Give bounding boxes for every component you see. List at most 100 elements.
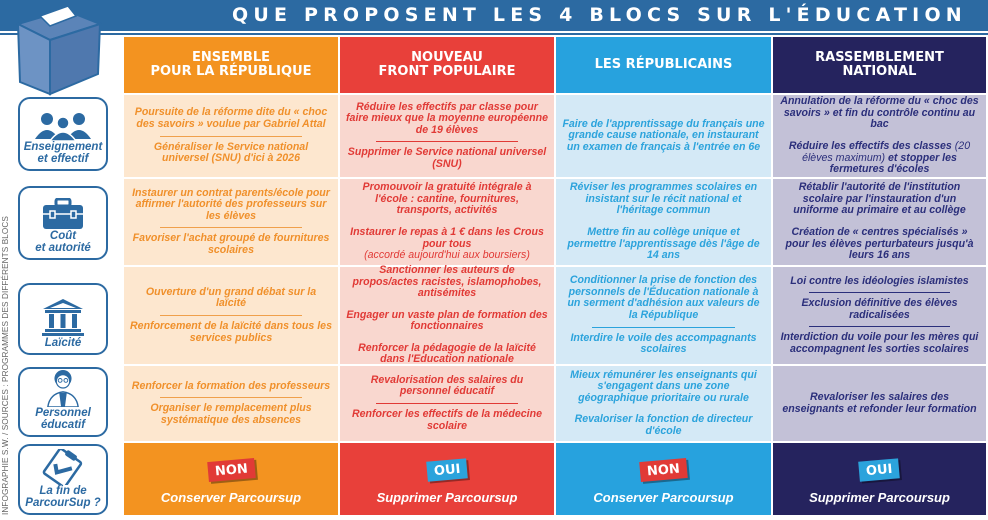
verdict-nfp: OUI Supprimer Parcoursup bbox=[340, 443, 554, 515]
proposal: Poursuite de la réforme dite du « choc d… bbox=[134, 106, 328, 130]
proposal: Renforcer la formation des professeurs bbox=[131, 379, 331, 392]
divider bbox=[809, 292, 950, 294]
proposal: Réduire les effectifs des classes (20 él… bbox=[779, 138, 980, 179]
bloc-name: NATIONAL bbox=[842, 64, 917, 79]
proposal: Supprimer le Service national universel … bbox=[347, 146, 547, 170]
bloc-name: POUR LA RÉPUBLIQUE bbox=[150, 64, 312, 79]
proposal-note: (accordé aujourd'hui aux boursiers) bbox=[364, 249, 530, 262]
ballot-box-icon bbox=[15, 5, 103, 96]
cell-rn-enseignement: Annulation de la réforme du « choc des s… bbox=[773, 95, 986, 177]
stamp-non: NON bbox=[206, 457, 256, 482]
cell-ensemble-personnel: Renforcer la formation des professeurs O… bbox=[124, 366, 338, 441]
theme-cout-autorite: Coût et autorité bbox=[18, 186, 108, 260]
stamp-oui: OUI bbox=[858, 457, 901, 482]
proposal: Organiser le remplacement plus systémati… bbox=[150, 402, 312, 426]
verdict-label: Conserver Parcoursup bbox=[593, 489, 734, 505]
proposal: Annulation de la réforme du « choc des s… bbox=[780, 95, 979, 131]
people-icon bbox=[35, 113, 91, 141]
divider bbox=[376, 403, 518, 404]
cell-nfp-laicite: Sanctionner les auteurs de propos/actes … bbox=[340, 264, 554, 365]
proposal: Conditionner la prise de fonction des pe… bbox=[567, 274, 760, 321]
divider bbox=[592, 326, 735, 328]
proposal: Généraliser le Service national universe… bbox=[153, 140, 309, 165]
theme-personnel: Personnel éducatif bbox=[18, 367, 108, 437]
teacher-icon bbox=[47, 369, 79, 407]
proposal: Promouvoir la gratuité intégrale à l'éco… bbox=[362, 181, 532, 217]
header-nfp: NOUVEAU FRONT POPULAIRE bbox=[340, 37, 554, 93]
theme-label: Enseignement bbox=[23, 141, 103, 153]
divider bbox=[160, 227, 302, 229]
proposal: Rétablir l'autorité de l'institution sco… bbox=[793, 181, 966, 217]
proposal: Interdire le voile des accompagnants sco… bbox=[570, 331, 757, 356]
header-lr: LES RÉPUBLICAINS bbox=[556, 37, 771, 93]
proposal-text: Réduire les effectifs des classes bbox=[788, 140, 952, 152]
cell-ensemble-laicite: Ouverture d'un grand débat sur la laïcit… bbox=[124, 267, 338, 364]
proposal: Création de « centres spécialisés » pour… bbox=[785, 226, 974, 262]
cell-nfp-cout: Promouvoir la gratuité intégrale à l'éco… bbox=[340, 179, 554, 265]
cell-lr-laicite: Conditionner la prise de fonction des pe… bbox=[556, 267, 771, 364]
theme-label: et effectif bbox=[37, 153, 89, 165]
proposal-text: Instaurer le repas à 1 € dans les Crous … bbox=[350, 226, 544, 250]
theme-laicite: Laïcité bbox=[18, 283, 108, 355]
proposal: Sanctionner les auteurs de propos/actes … bbox=[352, 263, 542, 300]
cell-ensemble-enseignement: Poursuite de la réforme dite du « choc d… bbox=[124, 95, 338, 177]
proposal: Renforcer les effectifs de la médecine s… bbox=[352, 408, 542, 432]
bloc-name: LES RÉPUBLICAINS bbox=[594, 57, 733, 72]
proposal: Faire de l'apprentissage du français une… bbox=[562, 117, 765, 153]
stamp-non: NON bbox=[639, 457, 688, 482]
proposal: Ouverture d'un grand débat sur la laïcit… bbox=[145, 285, 317, 310]
proposal: Réviser les programmes scolaires en insi… bbox=[569, 181, 758, 217]
briefcase-icon bbox=[43, 198, 83, 229]
proposal: Réduire les effectifs par classe pour fa… bbox=[346, 100, 548, 136]
theme-label: La fin de bbox=[39, 485, 87, 497]
verdict-ensemble: NON Conserver Parcoursup bbox=[124, 443, 338, 515]
bloc-name: FRONT POPULAIRE bbox=[378, 64, 516, 79]
proposal: Renforcer la pédagogie de la laïcité dan… bbox=[358, 341, 536, 366]
bloc-name: ENSEMBLE bbox=[191, 50, 270, 65]
cell-lr-personnel: Mieux rémunérer les enseignants qui s'en… bbox=[556, 366, 771, 441]
divider bbox=[160, 397, 302, 399]
proposal: Interdiction du voile pour les mères qui… bbox=[780, 331, 979, 355]
proposal: Engager un vaste plan de formation des f… bbox=[346, 308, 548, 333]
divider bbox=[376, 141, 518, 143]
theme-label: Personnel bbox=[35, 407, 91, 419]
theme-label: Laïcité bbox=[44, 337, 82, 349]
bloc-name: NOUVEAU bbox=[411, 50, 483, 65]
clipboard-check-icon bbox=[42, 449, 83, 485]
cell-nfp-personnel: Revalorisation des salaires du personnel… bbox=[340, 366, 554, 441]
theme-label: et autorité bbox=[35, 242, 91, 254]
theme-enseignement: Enseignement et effectif bbox=[18, 97, 108, 171]
proposal-text: et stopper les fermetures d'écoles bbox=[829, 151, 957, 176]
page-title: QUE PROPOSENT LES 4 BLOCS SUR L'ÉDUCATIO… bbox=[232, 4, 967, 26]
header-ensemble: ENSEMBLE POUR LA RÉPUBLIQUE bbox=[124, 37, 338, 93]
verdict-lr: NON Conserver Parcoursup bbox=[556, 443, 771, 515]
proposal: Revaloriser les salaires des enseignants… bbox=[782, 390, 977, 415]
divider bbox=[160, 135, 302, 137]
proposal: Mettre fin au collège unique et permettr… bbox=[567, 226, 760, 262]
cell-lr-enseignement: Faire de l'apprentissage du français une… bbox=[556, 95, 771, 177]
cell-lr-cout: Réviser les programmes scolaires en insi… bbox=[556, 179, 771, 265]
theme-label: éducatif bbox=[40, 419, 86, 431]
source-credit: INFOGRAPHIE S.W. / SOURCES : PROGRAMMES … bbox=[1, 216, 10, 515]
proposal: Revaloriser la fonction de directeur d'é… bbox=[574, 413, 753, 437]
cell-nfp-enseignement: Réduire les effectifs par classe pour fa… bbox=[340, 95, 554, 177]
cell-rn-cout: Rétablir l'autorité de l'institution sco… bbox=[773, 179, 986, 265]
proposal: Loi contre les idéologies islamistes bbox=[790, 274, 969, 287]
stamp-oui: OUI bbox=[425, 457, 469, 482]
institution-icon bbox=[42, 299, 84, 336]
proposal: Instaurer le repas à 1 € dans les Crous … bbox=[346, 224, 548, 265]
bloc-name: RASSEMBLEMENT bbox=[815, 50, 944, 65]
verdict-label: Conserver Parcoursup bbox=[160, 489, 302, 505]
theme-label: ParcourSup ? bbox=[25, 497, 101, 509]
proposal: Instaurer un contrat parents/école pour … bbox=[132, 186, 330, 222]
header-rn: RASSEMBLEMENT NATIONAL bbox=[773, 37, 986, 93]
cell-rn-personnel: Revaloriser les salaires des enseignants… bbox=[773, 366, 986, 441]
divider bbox=[160, 315, 302, 316]
cell-rn-laicite: Loi contre les idéologies islamistes Exc… bbox=[773, 267, 986, 364]
proposal-note: (20 élèves maximum) bbox=[802, 140, 971, 164]
proposal: Exclusion définitive des élèves radicali… bbox=[801, 297, 958, 321]
verdict-label: Supprimer Parcoursup bbox=[376, 489, 518, 505]
theme-parcoursup: La fin de ParcourSup ? bbox=[18, 444, 108, 515]
proposal: Revalorisation des salaires du personnel… bbox=[370, 373, 524, 398]
title-bar: QUE PROPOSENT LES 4 BLOCS SUR L'ÉDUCATIO… bbox=[0, 0, 988, 35]
